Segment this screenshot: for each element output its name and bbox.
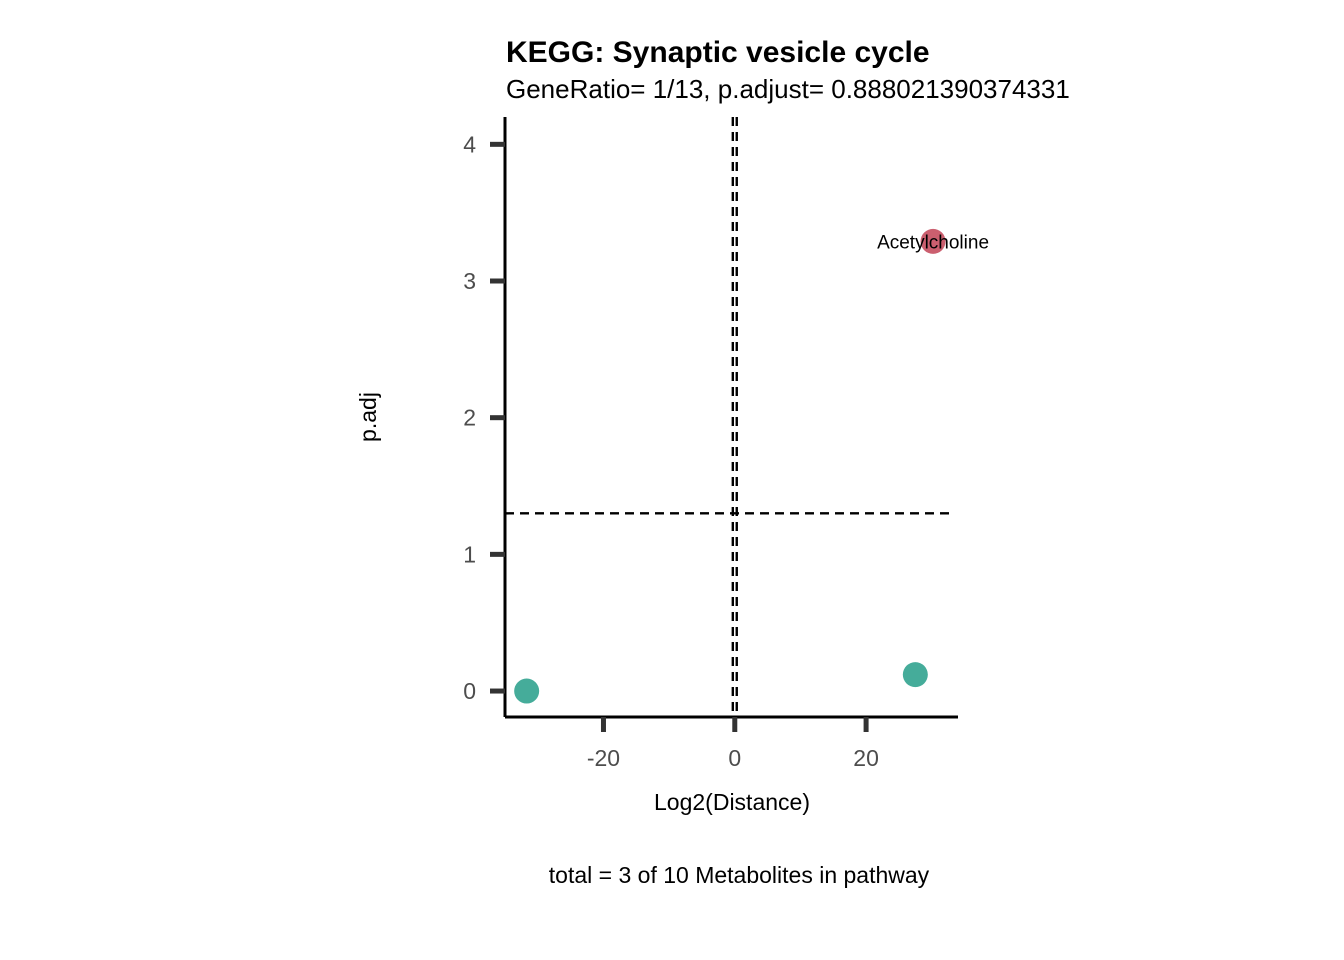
y-tick-label: 3 bbox=[463, 268, 476, 294]
y-tick-label: 0 bbox=[463, 678, 476, 704]
chart-subtitle: GeneRatio= 1/13, p.adjust= 0.88802139037… bbox=[506, 74, 1070, 104]
data-point bbox=[920, 228, 946, 254]
data-points bbox=[514, 228, 946, 704]
x-axis-title: Log2(Distance) bbox=[654, 789, 810, 815]
y-tick-label: 4 bbox=[463, 131, 476, 157]
reference-lines bbox=[505, 117, 950, 717]
data-point bbox=[902, 662, 928, 688]
x-axis: -20 0 20 bbox=[505, 715, 958, 771]
x-tick-label: -20 bbox=[587, 745, 620, 771]
point-label: Acetylcholine bbox=[877, 232, 989, 253]
chart-caption: total = 3 of 10 Metabolites in pathway bbox=[549, 862, 930, 888]
point-labels: Acetylcholine bbox=[877, 232, 989, 253]
y-axis: 0 1 2 3 4 bbox=[463, 117, 507, 717]
y-tick-label: 1 bbox=[463, 541, 476, 567]
x-tick-label: 0 bbox=[728, 745, 741, 771]
y-axis-title: p.adj bbox=[355, 392, 381, 442]
x-tick-label: 20 bbox=[853, 745, 879, 771]
data-point bbox=[514, 678, 540, 704]
chart-title: KEGG: Synaptic vesicle cycle bbox=[506, 36, 930, 69]
y-tick-label: 2 bbox=[463, 405, 476, 431]
